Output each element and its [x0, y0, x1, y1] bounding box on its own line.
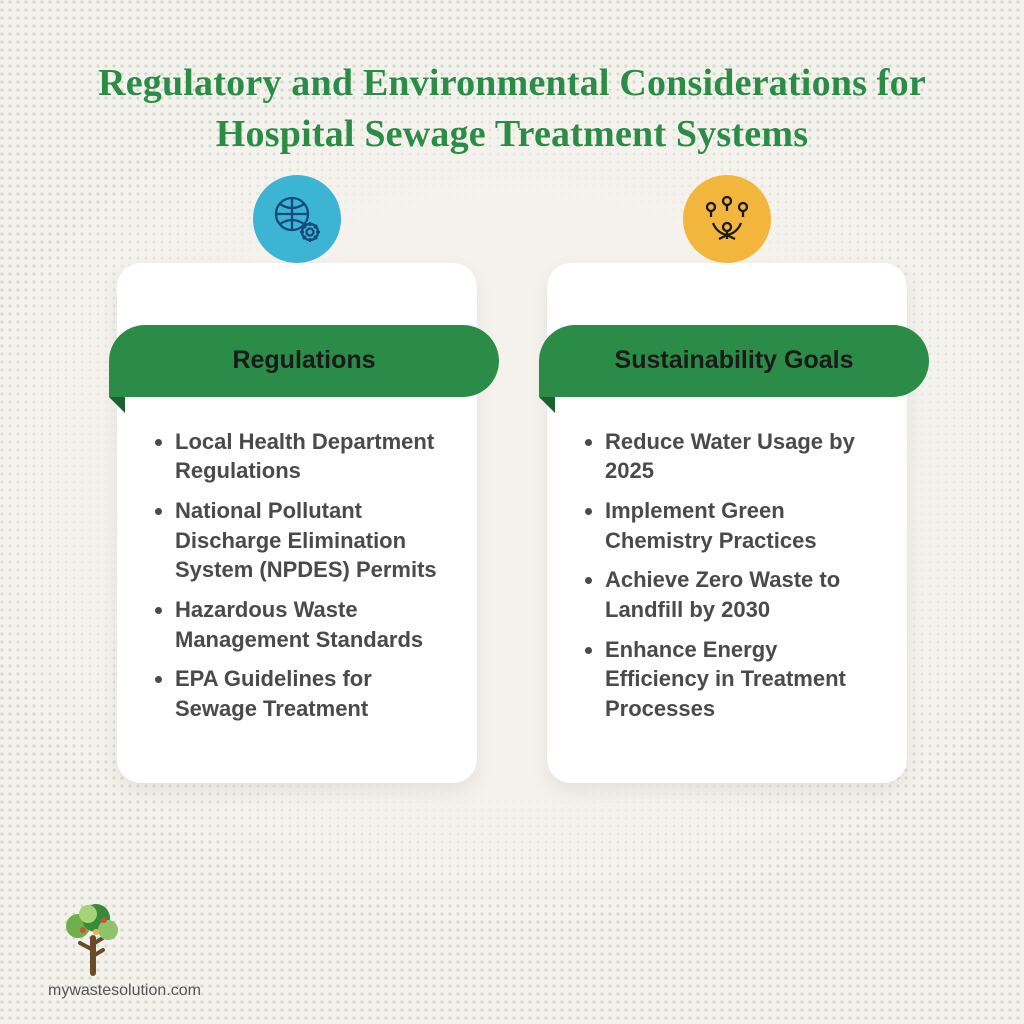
list-item: Implement Green Chemistry Practices — [605, 496, 869, 555]
cards-row: Regulations Local Health Department Regu… — [0, 161, 1024, 783]
footer: mywastesolution.com — [48, 888, 201, 1000]
list-item: Local Health Department Regulations — [175, 427, 439, 486]
card-header-ribbon: Regulations — [109, 325, 499, 397]
card-body: Sustainability Goals Reduce Water Usage … — [547, 263, 907, 783]
card-header-label: Sustainability Goals — [615, 346, 854, 375]
page-title: Regulatory and Environmental Considerati… — [0, 0, 1024, 161]
card-sustainability: Sustainability Goals Reduce Water Usage … — [547, 219, 907, 783]
list-item: EPA Guidelines for Sewage Treatment — [175, 664, 439, 723]
card-header-label: Regulations — [232, 346, 375, 375]
regulations-list: Local Health Department Regulations Nati… — [147, 353, 447, 724]
list-item: Enhance Energy Efficiency in Treatment P… — [605, 635, 869, 724]
tree-logo-icon — [48, 888, 138, 978]
footer-url: mywastesolution.com — [48, 982, 201, 1000]
sustainability-list: Reduce Water Usage by 2025 Implement Gre… — [577, 353, 877, 724]
card-regulations: Regulations Local Health Department Regu… — [117, 219, 477, 783]
card-header-ribbon: Sustainability Goals — [539, 325, 929, 397]
list-item: Achieve Zero Waste to Landfill by 2030 — [605, 565, 869, 624]
people-community-icon — [683, 175, 771, 263]
list-item: Reduce Water Usage by 2025 — [605, 427, 869, 486]
card-body: Regulations Local Health Department Regu… — [117, 263, 477, 783]
list-item: Hazardous Waste Management Standards — [175, 595, 439, 654]
list-item: National Pollutant Discharge Elimination… — [175, 496, 439, 585]
globe-gear-icon — [253, 175, 341, 263]
